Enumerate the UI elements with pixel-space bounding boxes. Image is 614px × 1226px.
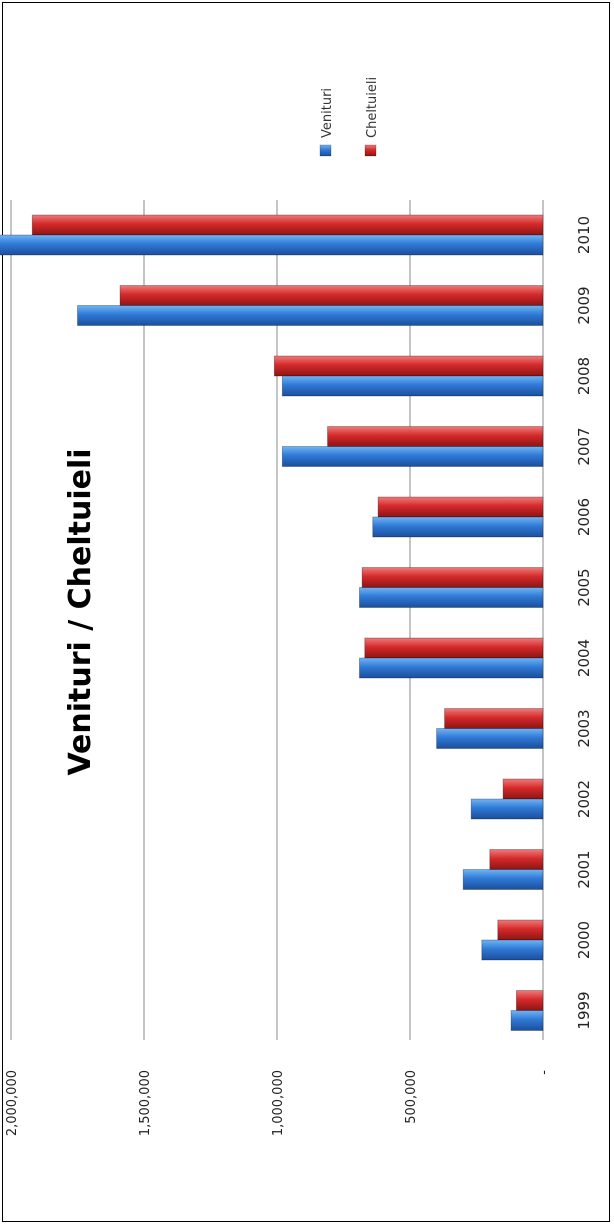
bar-venituri-2008 [281, 375, 544, 397]
bar-venituri-2007 [281, 446, 544, 467]
bar-venituri-2003 [436, 728, 544, 749]
legend-label-venituri: Venituri [320, 88, 335, 138]
bar-cheltuieli-2006 [377, 496, 544, 518]
bar-venituri-2009 [77, 305, 544, 326]
bar-venituri-2000 [481, 939, 544, 961]
bar-venituri-2005 [359, 587, 544, 608]
bar-venituri-1999 [510, 1010, 544, 1031]
category-label-2010: 2010 [575, 216, 593, 254]
bar-cheltuieli-2004 [364, 637, 544, 659]
category-label-2001: 2001 [575, 850, 593, 888]
value-tick-label-2: 1,000,000 [271, 1070, 286, 1136]
bar-cheltuieli-2001 [489, 849, 544, 870]
legend-label-cheltuieli: Cheltuieli [365, 77, 380, 138]
category-label-2004: 2004 [575, 639, 593, 677]
value-tick-label-4: 2,000,000 [5, 1070, 20, 1136]
bar-cheltuieli-2003 [444, 708, 544, 729]
bar-venituri-2010 [0, 234, 544, 256]
bar-cheltuieli-2009 [119, 285, 544, 306]
gridlines [10, 200, 544, 1040]
bars-group [0, 214, 544, 1031]
bar-cheltuieli-2010 [31, 214, 544, 236]
value-tick-label-1: 500,000 [404, 1070, 419, 1124]
category-label-2008: 2008 [575, 357, 593, 395]
bar-cheltuieli-2002 [502, 778, 544, 800]
bar-cheltuieli-2000 [497, 919, 544, 941]
category-label-2002: 2002 [575, 780, 593, 818]
value-axis-tick-labels: -500,0001,000,0001,500,0002,000,0002,500… [5, 1070, 552, 1136]
legend: Venituri Cheltuieli [319, 77, 380, 157]
category-label-2005: 2005 [575, 568, 593, 606]
category-axis-tick-labels: 1999 2000 2001 2002 2003 2004 2005 2006 2007 2008… [575, 216, 593, 1030]
category-label-2007: 2007 [575, 427, 593, 465]
category-label-2009: 2009 [575, 286, 593, 324]
chart-title: Venituri / Cheltuieli [63, 448, 98, 775]
bar-venituri-2002 [470, 798, 544, 820]
bar-venituri-2001 [462, 869, 544, 890]
category-label-1999: 1999 [575, 991, 593, 1029]
category-label-2006: 2006 [575, 498, 593, 536]
legend-swatch-venituri [319, 144, 332, 157]
category-label-2000: 2000 [575, 921, 593, 959]
value-tick-label-3: 1,500,000 [138, 1070, 153, 1136]
bar-cheltuieli-2005 [361, 567, 544, 588]
bar-venituri-2004 [359, 657, 544, 679]
legend-swatch-cheltuieli [364, 144, 377, 157]
bar-cheltuieli-2008 [273, 355, 544, 377]
bar-venituri-2006 [372, 516, 544, 538]
bar-cheltuieli-2007 [327, 426, 544, 447]
value-tick-label-0: - [537, 1070, 552, 1075]
bar-cheltuieli-1999 [516, 990, 544, 1011]
category-label-2003: 2003 [575, 709, 593, 747]
